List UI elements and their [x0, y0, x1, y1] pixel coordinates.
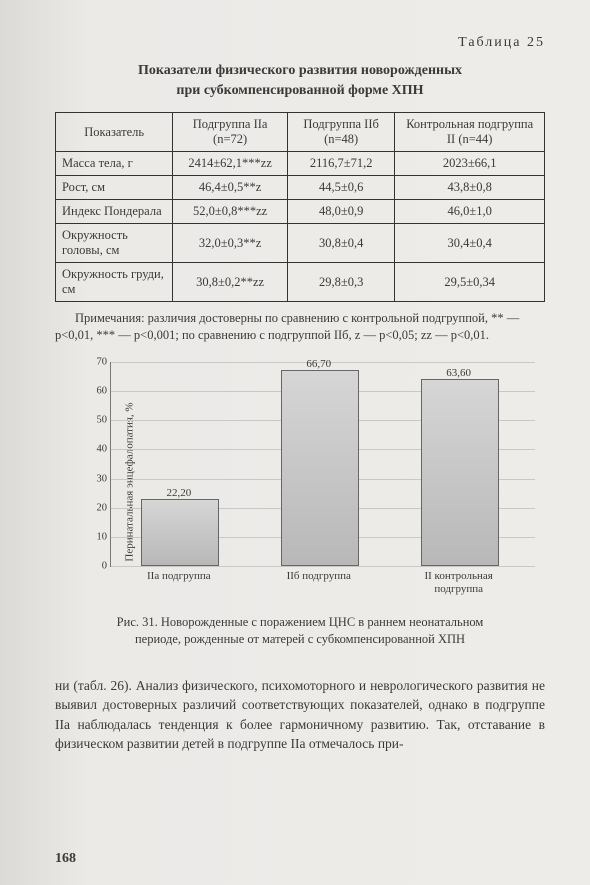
data-table: Показатель Подгруппа IIа (n=72) Подгрупп… [55, 112, 545, 302]
table-title-line1: Показатели физического развития новорожд… [138, 63, 462, 78]
table-notes: Примечания: различия достоверны по сравн… [55, 310, 545, 344]
row-head: Индекс Пондерала [56, 200, 173, 224]
table-title-line2: при субкомпенсированной форме ХПН [176, 83, 423, 98]
table-row: Рост, см 46,4±0,5**z 44,5±0,6 43,8±0,8 [56, 176, 545, 200]
table-row: Индекс Пондерала 52,0±0,8***zz 48,0±0,9 … [56, 200, 545, 224]
cell: 48,0±0,9 [287, 200, 394, 224]
row-head: Масса тела, г [56, 152, 173, 176]
body-paragraph: ни (табл. 26). Анализ физического, психо… [55, 676, 545, 754]
cell: 30,8±0,4 [287, 224, 394, 263]
table-title: Показатели физического развития новорожд… [55, 61, 545, 100]
cell: 32,0±0,3**z [173, 224, 288, 263]
chart-bar [421, 379, 499, 566]
col-header: Контрольная подгруппа II (n=44) [395, 113, 545, 152]
cell: 2414±62,1***zz [173, 152, 288, 176]
ytick-label: 40 [83, 444, 107, 455]
bar-value-label: 63,60 [446, 367, 471, 379]
cell: 43,8±0,8 [395, 176, 545, 200]
x-category-label: IIа подгруппа [124, 570, 234, 583]
table-row: Окружность груди, см 30,8±0,2**zz 29,8±0… [56, 263, 545, 302]
ytick-label: 20 [83, 502, 107, 513]
x-category-label: II контрольная подгруппа [404, 570, 514, 596]
row-head: Окружность груди, см [56, 263, 173, 302]
cell: 30,8±0,2**zz [173, 263, 288, 302]
cell: 52,0±0,8***zz [173, 200, 288, 224]
page-number: 168 [55, 851, 76, 867]
table-number-label: Таблица 25 [55, 35, 545, 51]
figure-caption: Рис. 31. Новорожденные с поражением ЦНС … [55, 614, 545, 648]
cell: 46,4±0,5**z [173, 176, 288, 200]
cell: 44,5±0,6 [287, 176, 394, 200]
ytick-label: 0 [83, 560, 107, 571]
table-row: Масса тела, г 2414±62,1***zz 2116,7±71,2… [56, 152, 545, 176]
table-row: Окружность головы, см 32,0±0,3**z 30,8±0… [56, 224, 545, 263]
bar-chart: Перинатальная энцефалопатия, % 010203040… [60, 362, 545, 602]
ytick-label: 30 [83, 473, 107, 484]
fig-caption-line2: периоде, рожденные от матерей с субкомпе… [135, 632, 465, 646]
x-category-label: IIб подгруппа [264, 570, 374, 583]
row-head: Окружность головы, см [56, 224, 173, 263]
ytick-label: 50 [83, 415, 107, 426]
ytick-label: 70 [83, 356, 107, 367]
cell: 46,0±1,0 [395, 200, 545, 224]
ytick-label: 60 [83, 386, 107, 397]
ytick-label: 10 [83, 531, 107, 542]
chart-bar [141, 499, 219, 566]
col-header: Подгруппа IIб (n=48) [287, 113, 394, 152]
cell: 29,5±0,34 [395, 263, 545, 302]
cell: 30,4±0,4 [395, 224, 545, 263]
cell: 29,8±0,3 [287, 263, 394, 302]
chart-plot-area: 01020304050607022,20IIа подгруппа66,70II… [110, 362, 535, 567]
row-head: Рост, см [56, 176, 173, 200]
cell: 2023±66,1 [395, 152, 545, 176]
col-header: Подгруппа IIа (n=72) [173, 113, 288, 152]
chart-bar [281, 370, 359, 566]
grid-line [111, 566, 535, 567]
fig-caption-line1: Рис. 31. Новорожденные с поражением ЦНС … [117, 615, 484, 629]
bar-value-label: 66,70 [306, 358, 331, 370]
bar-value-label: 22,20 [166, 487, 191, 499]
cell: 2116,7±71,2 [287, 152, 394, 176]
col-header: Показатель [56, 113, 173, 152]
